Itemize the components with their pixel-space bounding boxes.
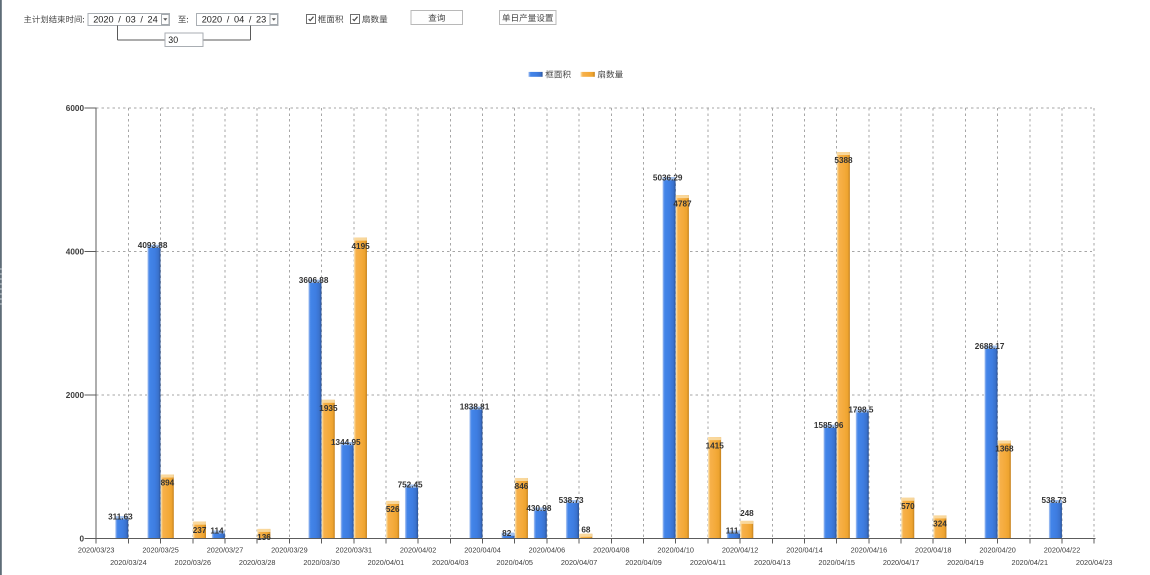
svg-text:2020/04/02: 2020/04/02	[400, 546, 437, 555]
svg-text:2020/04/14: 2020/04/14	[786, 546, 823, 555]
svg-text:30: 30	[168, 35, 178, 45]
svg-text:136: 136	[257, 533, 271, 542]
svg-text:2020/03/27: 2020/03/27	[207, 546, 244, 555]
svg-text:5388: 5388	[834, 156, 853, 165]
svg-text:2020/03/24: 2020/03/24	[110, 558, 147, 567]
svg-text:2020/04/19: 2020/04/19	[947, 558, 984, 567]
svg-text:114: 114	[210, 527, 224, 536]
svg-text:324: 324	[933, 520, 947, 529]
svg-text:1415: 1415	[706, 441, 725, 450]
svg-text:4787: 4787	[673, 199, 692, 208]
svg-text:1585.96: 1585.96	[814, 421, 844, 430]
svg-text:526: 526	[386, 505, 400, 514]
svg-text:2020/04/16: 2020/04/16	[851, 546, 888, 555]
svg-text:2020/03/26: 2020/03/26	[175, 558, 212, 567]
svg-text:2020/03/23: 2020/03/23	[78, 546, 115, 555]
svg-text:1368: 1368	[995, 445, 1014, 454]
svg-text:752.45: 752.45	[398, 481, 423, 490]
svg-text:4093.88: 4093.88	[138, 241, 168, 250]
svg-text:2020/04/15: 2020/04/15	[818, 558, 855, 567]
svg-text:111: 111	[726, 527, 739, 536]
svg-text:2020/04/06: 2020/04/06	[529, 546, 566, 555]
svg-text:1935: 1935	[319, 404, 338, 413]
svg-text:2000: 2000	[66, 391, 85, 400]
svg-text:894: 894	[161, 479, 175, 488]
svg-text:3606.88: 3606.88	[299, 276, 329, 285]
svg-text:2020/04/04: 2020/04/04	[464, 546, 501, 555]
svg-text:2020 / 03 / 24: 2020 / 03 / 24	[93, 15, 158, 25]
svg-text:570: 570	[901, 502, 915, 511]
svg-text:430.98: 430.98	[526, 504, 551, 513]
svg-text:6000: 6000	[66, 104, 85, 113]
svg-text:2020/04/18: 2020/04/18	[915, 546, 952, 555]
svg-text:237: 237	[193, 526, 207, 535]
svg-text:2688.17: 2688.17	[975, 342, 1005, 351]
svg-text:2020/04/20: 2020/04/20	[979, 546, 1016, 555]
svg-text:4195: 4195	[351, 242, 370, 251]
svg-text:2020/04/21: 2020/04/21	[1012, 558, 1049, 567]
svg-text:5036.29: 5036.29	[653, 173, 683, 182]
svg-text:2020/03/28: 2020/03/28	[239, 558, 276, 567]
svg-text:538.73: 538.73	[1041, 496, 1066, 505]
svg-text:2020 / 04 / 23: 2020 / 04 / 23	[202, 15, 267, 25]
svg-text:0: 0	[79, 535, 84, 544]
svg-text:2020/04/22: 2020/04/22	[1044, 546, 1081, 555]
svg-text:2020/03/31: 2020/03/31	[336, 546, 373, 555]
svg-text:2020/03/30: 2020/03/30	[303, 558, 340, 567]
svg-text:4000: 4000	[66, 248, 85, 257]
svg-text:2020/04/01: 2020/04/01	[368, 558, 405, 567]
svg-text:2020/04/12: 2020/04/12	[722, 546, 759, 555]
svg-text:846: 846	[515, 482, 529, 491]
svg-text:2020/03/25: 2020/03/25	[142, 546, 179, 555]
svg-text:2020/04/08: 2020/04/08	[593, 546, 630, 555]
svg-text:2020/04/13: 2020/04/13	[754, 558, 791, 567]
svg-text:1798.5: 1798.5	[848, 406, 873, 415]
svg-text:2020/04/07: 2020/04/07	[561, 558, 598, 567]
svg-text:2020/04/10: 2020/04/10	[657, 546, 694, 555]
svg-text:248: 248	[740, 509, 754, 518]
svg-text:1344.95: 1344.95	[331, 438, 361, 447]
svg-text:2020/04/05: 2020/04/05	[496, 558, 533, 567]
svg-text:311.63: 311.63	[108, 512, 133, 521]
svg-text:1838.81: 1838.81	[460, 403, 490, 412]
svg-text:2020/04/17: 2020/04/17	[883, 558, 920, 567]
svg-text:538.73: 538.73	[559, 496, 584, 505]
svg-text:2020/04/03: 2020/04/03	[432, 558, 469, 567]
svg-text:2020/04/11: 2020/04/11	[690, 558, 726, 567]
svg-text:2020/03/29: 2020/03/29	[271, 546, 308, 555]
svg-text:2020/04/09: 2020/04/09	[625, 558, 662, 567]
svg-text:82: 82	[502, 529, 512, 538]
svg-text:68: 68	[581, 526, 591, 535]
svg-text:2020/04/23: 2020/04/23	[1076, 558, 1113, 567]
